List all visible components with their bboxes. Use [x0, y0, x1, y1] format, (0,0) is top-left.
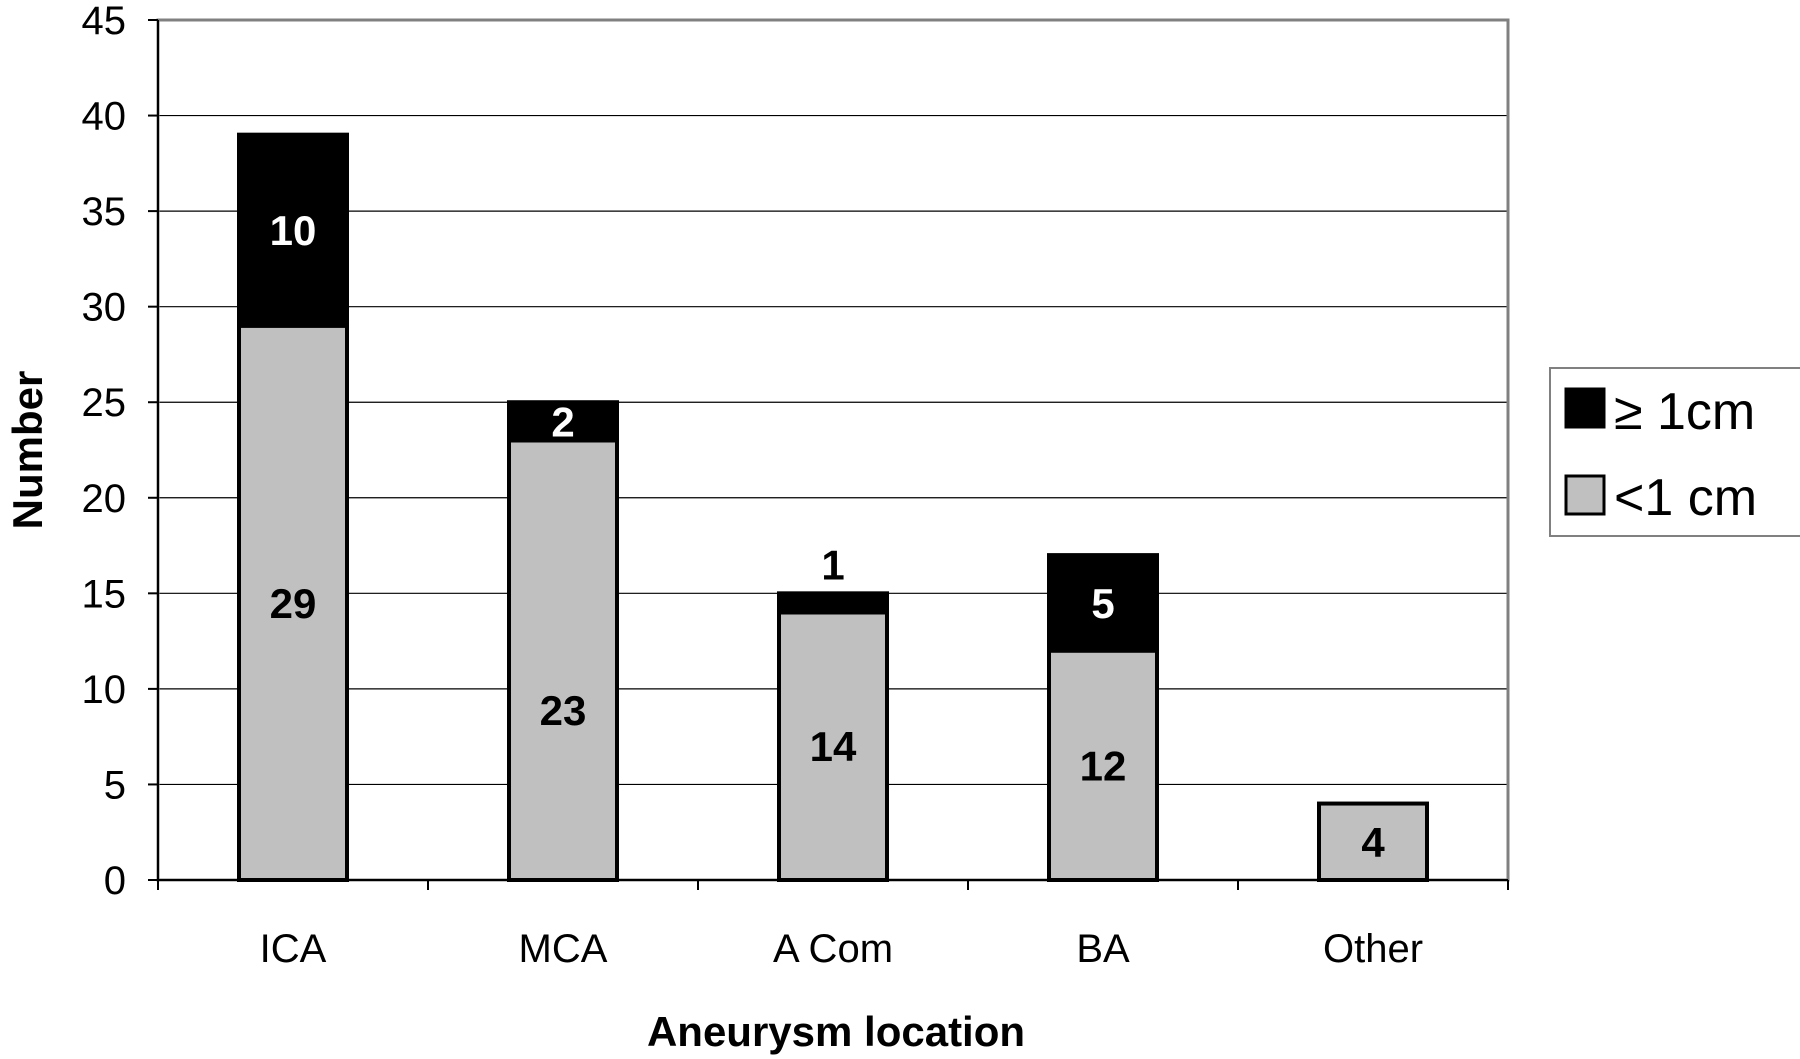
y-tick-label: 15 — [82, 572, 127, 616]
legend-swatch-small — [1564, 474, 1606, 516]
y-tick-label: 35 — [82, 190, 127, 234]
data-label: 12 — [1080, 742, 1127, 789]
x-tick-label: MCA — [519, 927, 608, 971]
legend-label-small: <1 cm — [1614, 469, 1757, 527]
axes — [148, 19, 1509, 890]
bar-segment — [507, 438, 619, 882]
y-tick-label: 20 — [82, 477, 127, 521]
bar-segment — [507, 400, 619, 443]
y-tick-label: 30 — [82, 286, 127, 330]
data-label: 5 — [1091, 580, 1114, 627]
data-label: 29 — [270, 580, 317, 627]
y-tick-label: 10 — [82, 668, 127, 712]
data-label: 2 — [551, 398, 574, 445]
data-label: 1 — [821, 541, 844, 588]
x-tick-label: A Com — [773, 927, 893, 971]
data-label: 4 — [1361, 819, 1385, 866]
y-tick-label: 0 — [104, 859, 126, 903]
y-tick-label: 25 — [82, 381, 127, 425]
data-label: 23 — [540, 687, 587, 734]
bar-segment — [777, 591, 889, 615]
data-label: 10 — [270, 207, 317, 254]
x-axis-title: Aneurysm location — [647, 1008, 1025, 1055]
y-axis-title: Number — [4, 371, 51, 530]
legend-label-large: ≥ 1cm — [1614, 383, 1755, 441]
x-tick-label: ICA — [260, 927, 327, 971]
y-tick-label: 40 — [82, 95, 127, 139]
legend: ≥ 1cm <1 cm — [1549, 367, 1800, 537]
data-label: 14 — [810, 723, 857, 770]
y-tick-label: 5 — [104, 763, 126, 807]
bars — [237, 132, 1429, 883]
legend-swatch-large — [1564, 387, 1606, 429]
data-labels: 29 10 23 2 14 1 12 5 4 — [270, 207, 1386, 866]
x-tick-label: Other — [1323, 927, 1423, 971]
x-tick-labels: ICA MCA A Com BA Other — [260, 927, 1423, 971]
bar-segment — [1047, 553, 1159, 653]
x-tick-label: BA — [1076, 927, 1130, 971]
y-tick-label: 45 — [82, 0, 127, 43]
bar-segment — [237, 132, 349, 328]
y-tick-labels: 0 5 10 15 20 25 30 35 40 45 — [82, 0, 127, 903]
